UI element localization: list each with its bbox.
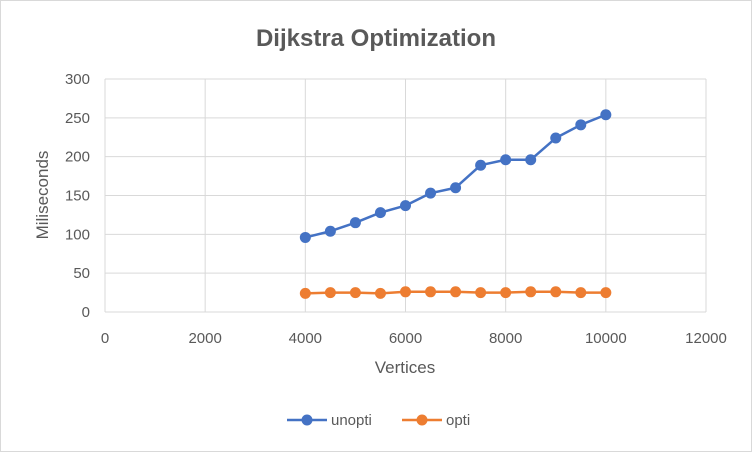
data-point-unopti: [550, 132, 562, 144]
x-tick-label: 10000: [585, 330, 627, 347]
data-point-opti: [575, 287, 587, 299]
data-point-opti: [600, 287, 612, 299]
data-point-unopti: [575, 119, 587, 131]
series-line-unopti: [305, 113, 607, 239]
data-point-unopti: [324, 225, 336, 237]
series-unopti: [299, 109, 612, 243]
y-tick-label: 100: [65, 226, 90, 243]
legend-label: opti: [446, 412, 470, 429]
gridlines: [104, 78, 707, 313]
series-group: [299, 109, 612, 299]
x-tick-labels: 0 2000 4000 6000 8000 10000 12000: [101, 330, 727, 347]
legend-label: unopti: [331, 412, 372, 429]
legend-item-unopti: unopti: [287, 412, 372, 429]
data-point-opti: [525, 286, 537, 298]
data-point-unopti: [525, 154, 537, 166]
x-tick-label: 0: [101, 330, 109, 347]
data-point-unopti: [374, 207, 386, 219]
data-point-opti: [425, 286, 437, 298]
data-point-unopti: [400, 200, 411, 212]
x-tick-label: 8000: [489, 330, 522, 347]
x-tick-label: 6000: [389, 330, 422, 347]
data-point-unopti: [349, 217, 361, 229]
series-opti: [299, 286, 612, 299]
legend: unopti opti: [287, 412, 470, 429]
data-point-opti: [374, 287, 386, 299]
data-point-opti: [349, 287, 361, 299]
data-point-unopti: [425, 187, 437, 199]
legend-marker: [416, 414, 428, 426]
data-point-opti: [550, 286, 562, 298]
data-point-opti: [299, 287, 311, 299]
legend-item-opti: opti: [402, 412, 470, 429]
legend-marker: [301, 414, 313, 426]
y-tick-labels: 0 50 100 150 200 250 300: [65, 71, 90, 321]
x-tick-label: 4000: [289, 330, 322, 347]
x-tick-label: 2000: [188, 330, 221, 347]
y-tick-label: 50: [73, 265, 90, 282]
data-point-opti: [475, 287, 487, 299]
chart-title: Dijkstra Optimization: [256, 25, 496, 52]
y-axis-label: Miliseconds: [33, 151, 52, 240]
y-tick-label: 300: [65, 71, 90, 88]
data-point-opti: [400, 286, 411, 298]
y-tick-label: 200: [65, 149, 90, 166]
x-axis-label: Vertices: [375, 358, 435, 377]
y-tick-label: 250: [65, 110, 90, 127]
data-point-opti: [500, 287, 512, 299]
data-point-unopti: [475, 159, 487, 171]
data-point-unopti: [600, 109, 612, 121]
data-point-unopti: [500, 154, 512, 166]
y-tick-label: 150: [65, 188, 90, 205]
x-tick-label: 12000: [685, 330, 727, 347]
data-point-unopti: [450, 182, 462, 194]
data-point-unopti: [299, 231, 311, 243]
data-point-opti: [324, 287, 336, 299]
data-point-opti: [450, 286, 462, 298]
y-tick-label: 0: [82, 304, 90, 321]
